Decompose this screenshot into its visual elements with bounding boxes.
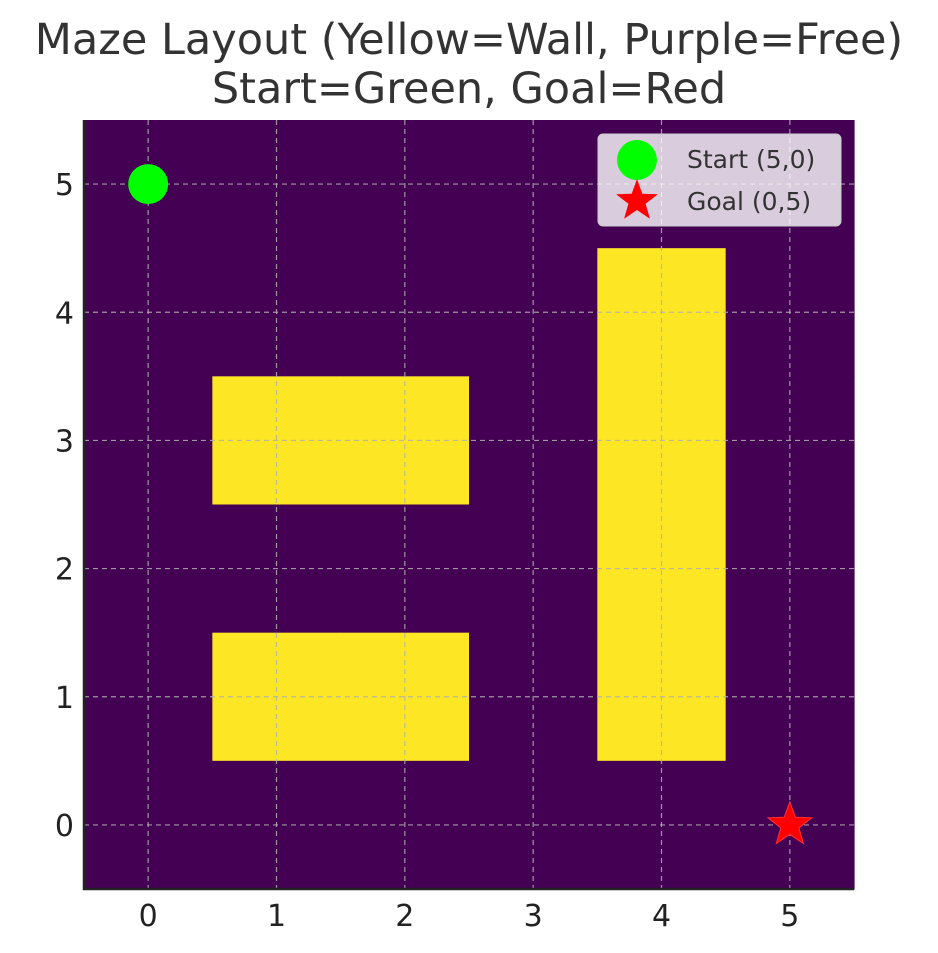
axes	[82, 120, 854, 891]
markers	[128, 164, 814, 845]
y-tick-label: 0	[55, 809, 74, 844]
y-tick-label: 3	[55, 424, 74, 459]
x-tick-label: 2	[395, 899, 414, 934]
x-tick-label: 1	[267, 899, 286, 934]
plot-area	[84, 120, 855, 890]
legend-goal-marker	[616, 179, 658, 219]
maze-cell-free	[469, 504, 598, 634]
x-tick-label: 3	[524, 899, 543, 934]
ticks: 0 1 2 3 4 5 0 1 2 3 4 5	[55, 168, 799, 934]
x-tick-label: 0	[139, 899, 158, 934]
legend-goal-label: Goal (0,5)	[687, 187, 811, 216]
goal-marker	[766, 800, 814, 845]
legend-box	[597, 133, 842, 227]
maze-cell-free	[340, 504, 470, 634]
legend-start-label: Start (5,0)	[687, 145, 815, 174]
start-marker	[128, 164, 169, 205]
y-tick-label: 4	[55, 296, 74, 331]
maze-cell-free	[469, 376, 598, 506]
grid-lines	[84, 120, 854, 889]
legend: Start (5,0) Goal (0,5)	[597, 133, 842, 227]
legend-start-marker	[617, 140, 657, 180]
y-tick-label: 2	[55, 553, 74, 588]
chart-title-line-2: Start=Green, Goal=Red	[212, 64, 726, 114]
y-tick-label: 1	[55, 681, 74, 716]
x-tick-label: 5	[780, 899, 799, 934]
chart-title-line-1: Maze Layout (Yellow=Wall, Purple=Free)	[35, 15, 903, 65]
x-tick-label: 4	[652, 899, 671, 934]
maze-cell-wall	[340, 376, 470, 506]
y-tick-label: 5	[55, 168, 74, 203]
